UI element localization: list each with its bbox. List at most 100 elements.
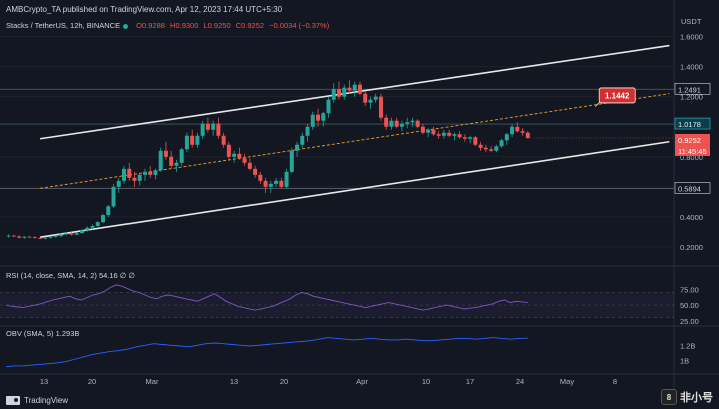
candle-body	[226, 144, 231, 157]
candle-body	[310, 114, 315, 127]
candle-body	[489, 149, 494, 151]
tradingview-logo-icon	[6, 396, 20, 405]
callout-label: 1.1442	[605, 91, 630, 100]
candle-body	[373, 96, 378, 100]
price-label-lower-level-bg	[674, 182, 711, 194]
candle-body	[426, 129, 431, 133]
candle-body	[59, 234, 64, 237]
candle-body	[90, 225, 95, 228]
candle-body	[468, 137, 473, 139]
candle-body	[342, 87, 347, 97]
candle-body	[326, 99, 331, 114]
candle-body	[441, 132, 446, 136]
candle-body	[169, 156, 174, 166]
tradingview-footer[interactable]: TradingView	[6, 396, 68, 405]
x-tick-label: 17	[466, 377, 474, 386]
channel-lower-line	[39, 140, 670, 238]
candle-body	[410, 120, 415, 123]
candle-body	[279, 180, 284, 187]
candle-body	[447, 132, 452, 136]
candle-body	[462, 137, 467, 139]
candle-body	[184, 135, 189, 150]
y-axis-title: USDT	[681, 17, 702, 26]
candle-body	[205, 123, 210, 130]
candle-body	[27, 236, 32, 238]
candle-body	[174, 162, 179, 166]
rsi-tick-label: 75.00	[680, 285, 699, 294]
publisher-header: AMBCrypto_TA published on TradingView.co…	[6, 5, 283, 14]
y-tick-label: 1.2000	[680, 93, 703, 102]
candle-body	[64, 233, 69, 235]
x-tick-label: 8	[613, 377, 617, 386]
candle-body	[274, 180, 279, 184]
candle-body	[153, 170, 158, 175]
candle-body	[289, 150, 294, 172]
candle-body	[11, 235, 16, 237]
candle-body	[247, 162, 252, 169]
candle-body	[520, 131, 525, 133]
candle-body	[111, 186, 116, 207]
candle-body	[80, 230, 85, 234]
rsi-legend[interactable]: RSI (14, close, SMA, 14, 2) 54.16 ∅ ∅	[6, 271, 135, 280]
candle-body	[431, 129, 436, 135]
candle-body	[510, 126, 515, 135]
candle-body	[253, 168, 258, 175]
candle-body	[101, 215, 106, 223]
candle-body	[305, 126, 310, 136]
candle-body	[263, 180, 268, 187]
candle-body	[316, 114, 321, 121]
legend-change: −0.0034 (−0.37%)	[269, 21, 330, 30]
candle-body	[95, 222, 100, 226]
candle-body	[216, 123, 221, 136]
candle-body	[337, 89, 341, 97]
candle-body	[321, 113, 326, 121]
candle-body	[232, 153, 237, 157]
price-label-countdown: 11:45:45	[678, 147, 707, 156]
candle-body	[415, 120, 420, 127]
price-label-teal-bg	[674, 117, 711, 130]
price-label-current: 0.9252	[678, 136, 701, 145]
watermark-logo-icon: 8	[661, 389, 677, 405]
obv-line	[5, 337, 528, 368]
candle-body	[457, 134, 462, 138]
candle-body	[436, 134, 441, 136]
legend-high: H0.9300	[170, 21, 199, 30]
candle-body	[494, 146, 499, 151]
candle-body	[420, 126, 425, 133]
candle-body	[190, 135, 195, 145]
candle-body	[525, 132, 530, 138]
candle-body	[499, 140, 504, 147]
candle-body	[48, 236, 53, 238]
candle-body	[127, 168, 132, 178]
x-tick-label: May	[560, 377, 574, 386]
candle-body	[148, 171, 153, 175]
candle-body	[378, 96, 383, 118]
candle-body	[384, 117, 389, 127]
obv-legend[interactable]: OBV (SMA, 5) 1.293B	[6, 329, 80, 338]
candle-body	[158, 150, 163, 171]
candle-body	[268, 183, 273, 187]
candle-body	[211, 123, 216, 130]
symbol-title[interactable]: Stacks / TetherUS, 12h, BINANCE	[6, 21, 121, 30]
candle-body	[137, 174, 142, 181]
obv-tick-label: 1B	[680, 357, 689, 366]
price-label-countdown-bg	[675, 144, 710, 156]
x-tick-label: 10	[422, 377, 430, 386]
candle-body	[242, 158, 247, 163]
candle-body	[399, 123, 404, 127]
candle-body	[32, 237, 37, 238]
candle-body	[258, 174, 263, 181]
candle-body	[6, 235, 11, 237]
watermark: 8 非小号	[661, 389, 713, 405]
candle-body	[405, 122, 410, 124]
candle-body	[74, 233, 79, 235]
x-tick-label: Apr	[356, 377, 368, 386]
candle-body	[22, 236, 27, 238]
candle-body	[452, 134, 457, 136]
candle-body	[142, 171, 147, 175]
candle-body	[483, 147, 488, 150]
symbol-legend: Stacks / TetherUS, 12h, BINANCE O0.9288 …	[6, 21, 329, 30]
candle-body	[357, 84, 362, 94]
y-tick-label: 1.4000	[680, 63, 703, 72]
